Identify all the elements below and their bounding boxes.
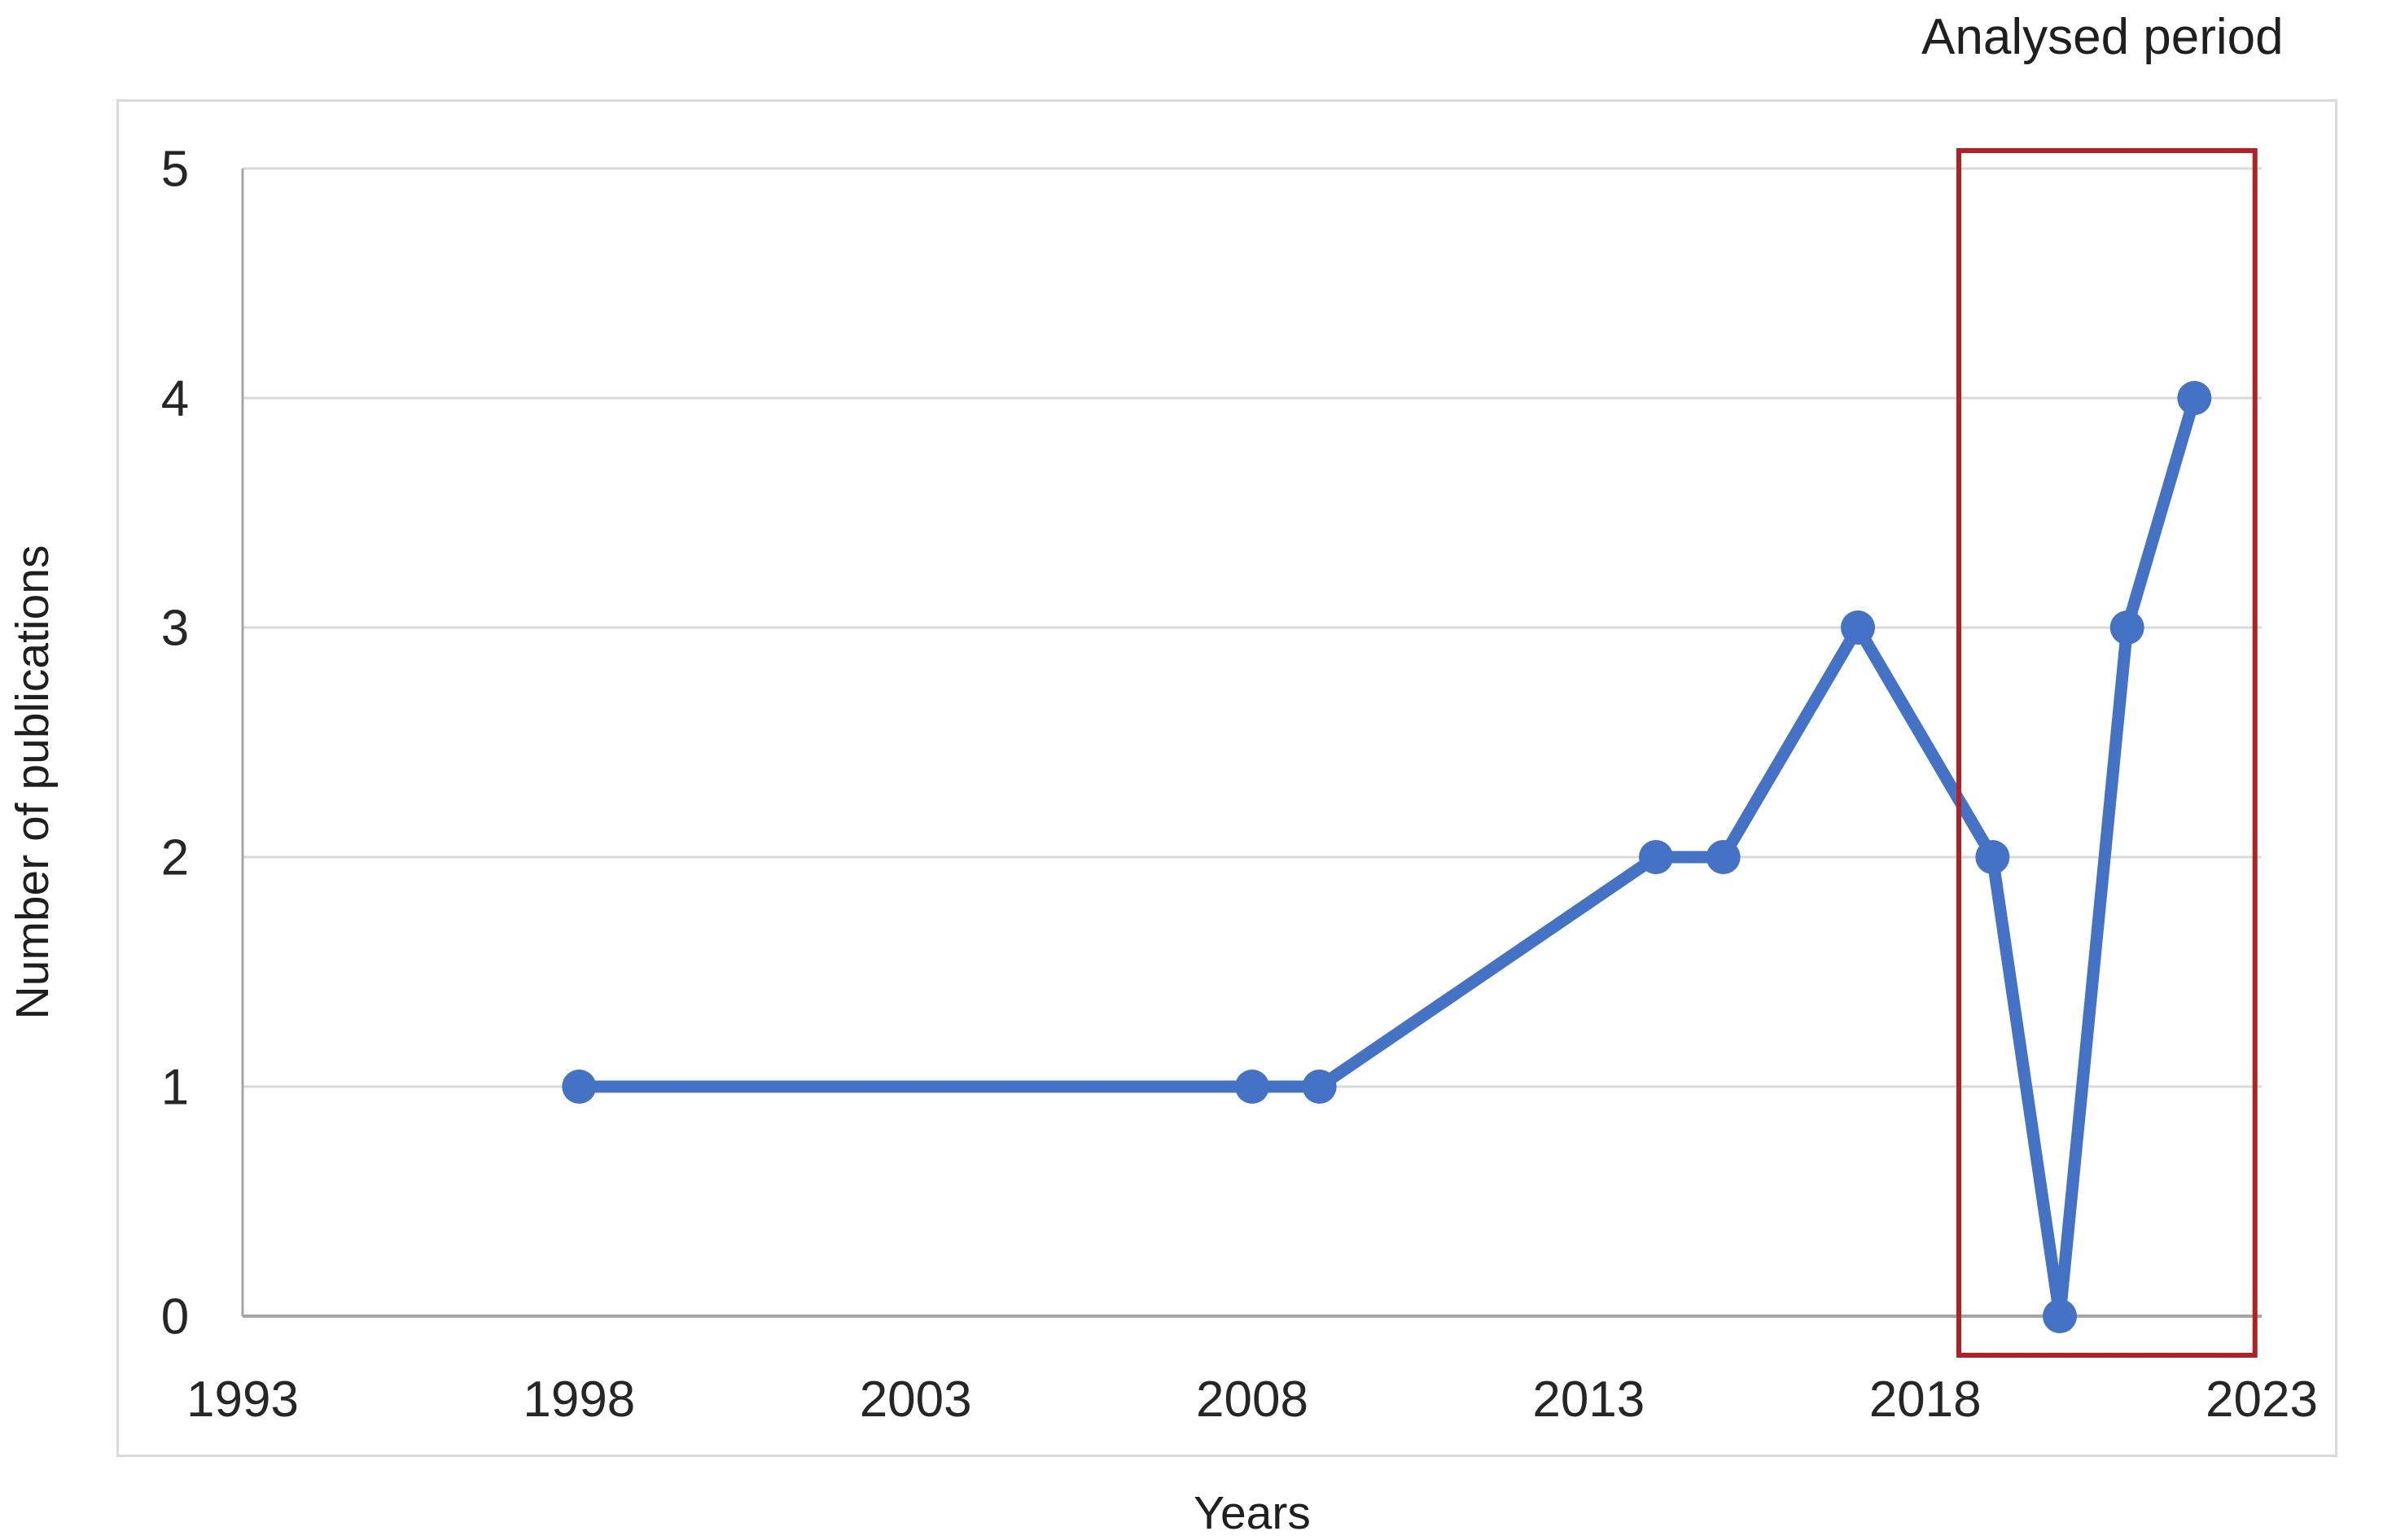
trend-line [572, 392, 2201, 1323]
x-axis-title: Years [1194, 1487, 1311, 1539]
y-axis-title: Number of publications [7, 545, 59, 1020]
x-tick-label-2013: 2013 [1532, 1372, 1645, 1428]
y-tick-label-2: 2 [161, 830, 189, 886]
data-point-2020 [2043, 1299, 2077, 1333]
x-tick-label-2018: 2018 [1869, 1372, 1982, 1428]
x-tick-label-2003: 2003 [860, 1372, 972, 1428]
analysed-period-label: Analysed period [1921, 9, 2284, 65]
y-tick-label-4: 4 [161, 371, 189, 427]
y-tick-label-3: 3 [161, 601, 189, 657]
y-tick-label-1: 1 [161, 1060, 189, 1116]
chart-frame [116, 99, 2337, 1457]
data-point-2009 [1302, 1070, 1337, 1104]
data-point-2017 [1841, 610, 1875, 645]
x-tick-label-2023: 2023 [2206, 1372, 2318, 1428]
analysed-period-box [1956, 148, 2258, 1358]
y-tick-label-0: 0 [161, 1289, 189, 1345]
data-point-2019 [1975, 840, 2010, 874]
data-point-2015 [1706, 840, 1741, 874]
data-point-2014 [1639, 840, 1673, 874]
x-tick-label-1998: 1998 [523, 1372, 635, 1428]
x-tick-label-1993: 1993 [186, 1372, 299, 1428]
data-point-1998 [562, 1070, 597, 1104]
data-point-2008 [1235, 1070, 1269, 1104]
y-tick-label-5: 5 [161, 142, 189, 198]
data-point-2022 [2177, 381, 2212, 415]
data-point-2021 [2109, 610, 2144, 645]
x-tick-label-2008: 2008 [1196, 1372, 1308, 1428]
